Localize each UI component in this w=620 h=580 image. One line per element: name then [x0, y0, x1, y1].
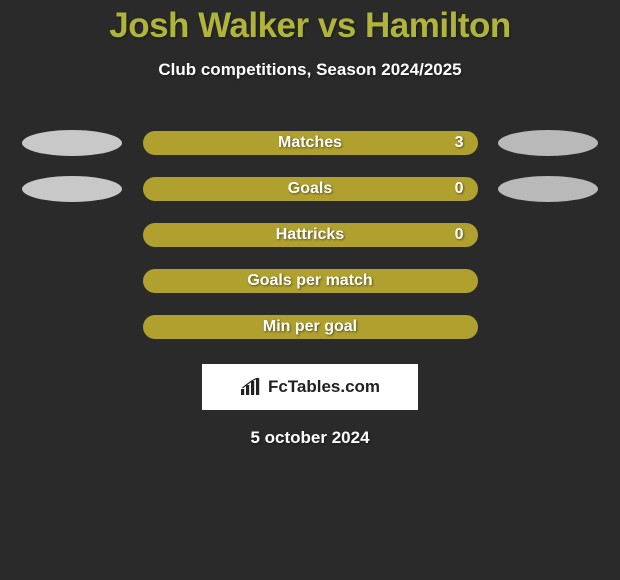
- date-label: 5 october 2024: [0, 428, 620, 448]
- comparison-row: Matches 3: [0, 120, 620, 166]
- comparison-row: Goals 0: [0, 166, 620, 212]
- stat-bar: Matches 3: [143, 131, 478, 155]
- bar-wrap: Matches 3: [140, 131, 480, 155]
- left-ellipse: [22, 130, 122, 156]
- comparison-chart: Matches 3 Goals 0 Hattricks 0 Goals per match M…: [0, 120, 620, 350]
- stat-value: 0: [455, 180, 464, 198]
- right-ellipse: [498, 130, 598, 156]
- comparison-row: Hattricks 0: [0, 212, 620, 258]
- stat-label: Matches: [278, 134, 342, 152]
- bar-chart-icon: [240, 378, 262, 396]
- stat-bar: Hattricks 0: [143, 223, 478, 247]
- bar-wrap: Hattricks 0: [140, 223, 480, 247]
- right-ellipse: [498, 176, 598, 202]
- bar-wrap: Goals 0: [140, 177, 480, 201]
- stat-label: Hattricks: [276, 226, 344, 244]
- comparison-row: Min per goal: [0, 304, 620, 350]
- comparison-row: Goals per match: [0, 258, 620, 304]
- stat-label: Min per goal: [263, 318, 357, 336]
- stat-value: 3: [455, 134, 464, 152]
- left-ellipse: [22, 176, 122, 202]
- page-title: Josh Walker vs Hamilton: [0, 0, 620, 46]
- stat-label: Goals: [288, 180, 332, 198]
- subtitle: Club competitions, Season 2024/2025: [0, 60, 620, 80]
- watermark: FcTables.com: [202, 364, 418, 410]
- stat-value: 0: [455, 226, 464, 244]
- stat-label: Goals per match: [247, 272, 372, 290]
- bar-wrap: Goals per match: [140, 269, 480, 293]
- stat-bar: Goals per match: [143, 269, 478, 293]
- bar-wrap: Min per goal: [140, 315, 480, 339]
- stat-bar: Goals 0: [143, 177, 478, 201]
- stat-bar: Min per goal: [143, 315, 478, 339]
- watermark-text: FcTables.com: [268, 377, 380, 397]
